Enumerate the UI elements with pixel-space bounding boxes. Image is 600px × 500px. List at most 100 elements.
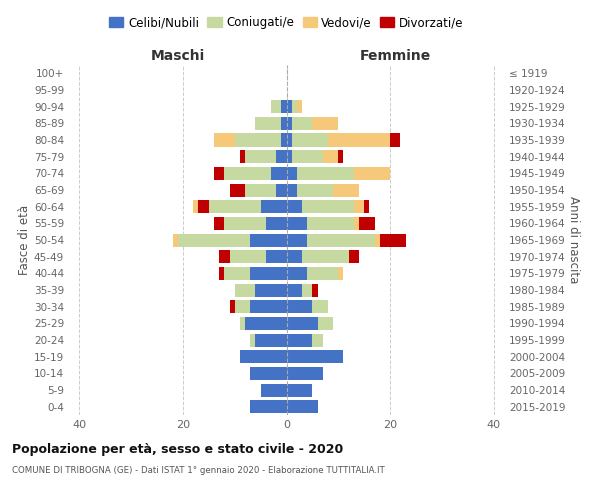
Bar [364, 200, 370, 213]
Text: Popolazione per età, sesso e stato civile - 2020: Popolazione per età, sesso e stato civil… [12, 442, 343, 456]
Bar [302, 200, 354, 213]
Bar [266, 217, 287, 230]
Bar [230, 184, 245, 196]
Bar [287, 100, 292, 113]
Bar [281, 117, 287, 130]
Bar [178, 234, 250, 246]
Bar [307, 217, 354, 230]
Bar [287, 167, 297, 180]
Bar [219, 250, 230, 263]
Bar [224, 217, 266, 230]
Bar [230, 250, 266, 263]
Bar [297, 167, 354, 180]
Bar [354, 167, 390, 180]
Bar [317, 317, 333, 330]
Bar [292, 134, 328, 146]
Bar [287, 267, 307, 280]
Bar [338, 267, 343, 280]
Bar [302, 250, 349, 263]
Text: Maschi: Maschi [151, 48, 205, 62]
Bar [287, 117, 292, 130]
Bar [281, 100, 287, 113]
Y-axis label: Anni di nascita: Anni di nascita [566, 196, 580, 284]
Bar [240, 350, 287, 363]
Bar [338, 150, 343, 163]
Bar [235, 134, 281, 146]
Bar [193, 200, 199, 213]
Bar [287, 384, 313, 396]
Y-axis label: Fasce di età: Fasce di età [18, 205, 31, 275]
Text: COMUNE DI TRIBOGNA (GE) - Dati ISTAT 1° gennaio 2020 - Elaborazione TUTTITALIA.I: COMUNE DI TRIBOGNA (GE) - Dati ISTAT 1° … [12, 466, 385, 475]
Bar [271, 100, 281, 113]
Bar [199, 200, 209, 213]
Bar [354, 200, 364, 213]
Bar [245, 317, 287, 330]
Bar [235, 300, 250, 313]
Bar [214, 167, 224, 180]
Bar [292, 100, 297, 113]
Bar [260, 200, 287, 213]
Bar [256, 117, 281, 130]
Bar [230, 300, 235, 313]
Bar [287, 250, 302, 263]
Bar [297, 100, 302, 113]
Bar [219, 267, 224, 280]
Bar [256, 284, 287, 296]
Bar [250, 300, 287, 313]
Bar [287, 400, 317, 413]
Bar [297, 184, 333, 196]
Bar [250, 234, 287, 246]
Bar [250, 267, 287, 280]
Bar [235, 284, 256, 296]
Bar [287, 334, 313, 346]
Bar [349, 250, 359, 263]
Bar [359, 217, 374, 230]
Bar [313, 334, 323, 346]
Bar [287, 350, 343, 363]
Bar [313, 300, 328, 313]
Bar [287, 134, 292, 146]
Bar [266, 250, 287, 263]
Legend: Celibi/Nubili, Coniugati/e, Vedovi/e, Divorzati/e: Celibi/Nubili, Coniugati/e, Vedovi/e, Di… [104, 12, 469, 34]
Bar [276, 150, 287, 163]
Bar [287, 367, 323, 380]
Bar [287, 317, 317, 330]
Bar [276, 184, 287, 196]
Bar [281, 134, 287, 146]
Bar [328, 134, 390, 146]
Bar [287, 284, 302, 296]
Bar [245, 150, 276, 163]
Bar [287, 234, 307, 246]
Bar [224, 167, 271, 180]
Bar [287, 200, 302, 213]
Bar [380, 234, 406, 246]
Bar [214, 134, 235, 146]
Bar [214, 217, 224, 230]
Bar [287, 150, 292, 163]
Bar [307, 234, 374, 246]
Bar [250, 334, 256, 346]
Bar [292, 150, 323, 163]
Text: Femmine: Femmine [359, 48, 431, 62]
Bar [224, 267, 250, 280]
Bar [333, 184, 359, 196]
Bar [256, 334, 287, 346]
Bar [240, 317, 245, 330]
Bar [287, 300, 313, 313]
Bar [173, 234, 178, 246]
Bar [323, 150, 338, 163]
Bar [287, 184, 297, 196]
Bar [354, 217, 359, 230]
Bar [374, 234, 380, 246]
Bar [271, 167, 287, 180]
Bar [313, 117, 338, 130]
Bar [313, 284, 317, 296]
Bar [250, 367, 287, 380]
Bar [390, 134, 400, 146]
Bar [307, 267, 338, 280]
Bar [250, 400, 287, 413]
Bar [260, 384, 287, 396]
Bar [240, 150, 245, 163]
Bar [292, 117, 313, 130]
Bar [287, 217, 307, 230]
